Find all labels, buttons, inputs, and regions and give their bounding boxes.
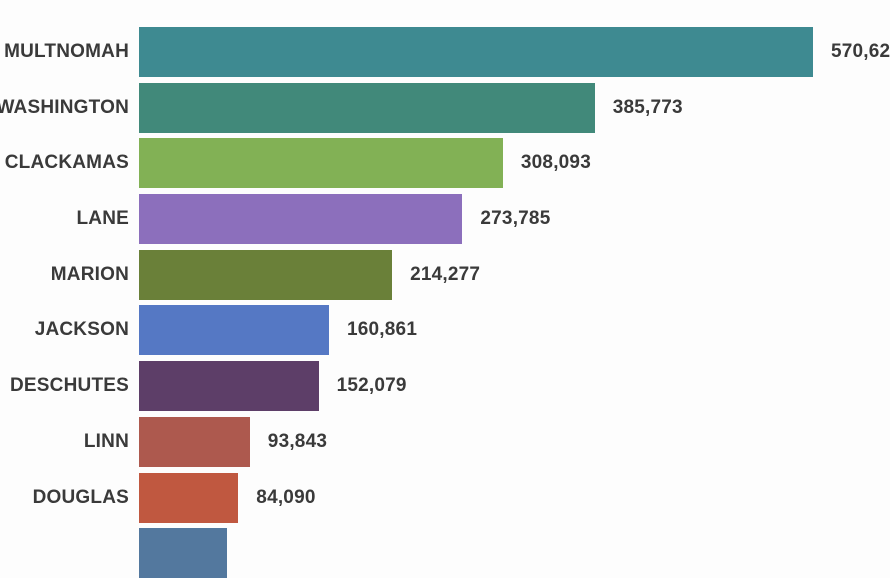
bar: [139, 472, 239, 523]
value-label: 93,843: [267, 430, 328, 452]
value-label: 273,785: [480, 208, 551, 230]
bar: [139, 138, 503, 189]
bar-row: WASHINGTON 385,773: [0, 82, 890, 133]
category-label: CLACKAMAS: [4, 152, 129, 174]
bar-row: JACKSON 160,861: [0, 305, 890, 356]
value-label: 308,093: [520, 152, 591, 174]
category-label: LANE: [76, 208, 129, 230]
category-label: DESCHUTES: [10, 375, 129, 397]
category-label: DOUGLAS: [32, 486, 129, 508]
bar-row: MARION 214,277: [0, 249, 890, 300]
category-label: LINN: [83, 430, 129, 452]
bar-chart: MULTNOMAH 570,622 WASHINGTON 385,773 CLA…: [0, 27, 890, 578]
value-label: 152,079: [336, 375, 407, 397]
bar-row: MULTNOMAH 570,622: [0, 27, 890, 77]
category-label: MULTNOMAH: [4, 41, 129, 62]
value-label: 214,277: [410, 263, 481, 285]
bar-row: [0, 528, 890, 578]
value-label: 385,773: [612, 96, 683, 118]
bar: [139, 194, 463, 245]
value-label: 84,090: [256, 486, 316, 508]
bar: [139, 528, 227, 578]
bar-row: DOUGLAS 84,090: [0, 472, 890, 523]
bar-row: LANE 273,785: [0, 194, 890, 245]
bar-row: CLACKAMAS 308,093: [0, 138, 890, 189]
bar: [139, 361, 319, 412]
value-label: 570,622: [831, 41, 890, 62]
bar: [139, 305, 329, 356]
bar: [139, 249, 393, 300]
value-label: 160,861: [347, 319, 418, 341]
bar: [139, 416, 250, 467]
category-label: MARION: [50, 263, 129, 285]
category-label: WASHINGTON: [0, 96, 129, 118]
category-label: JACKSON: [34, 319, 129, 341]
bar-row: DESCHUTES 152,079: [0, 361, 890, 412]
bar: [139, 82, 595, 133]
bar-row: LINN 93,843: [0, 416, 890, 467]
bar: [139, 27, 813, 77]
